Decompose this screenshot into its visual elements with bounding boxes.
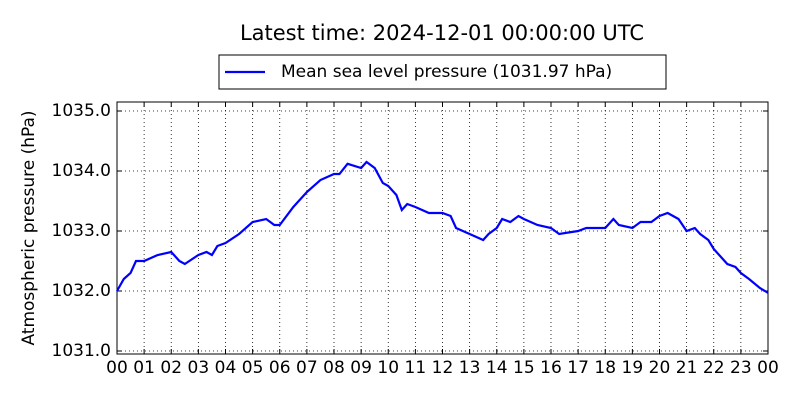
chart-title: Latest time: 2024-12-01 00:00:00 UTC bbox=[240, 21, 644, 45]
x-tick-label: 13 bbox=[459, 358, 481, 378]
y-tick-label: 1034.0 bbox=[52, 161, 111, 181]
x-tick-label: 17 bbox=[567, 358, 589, 378]
x-tick-label: 16 bbox=[540, 358, 562, 378]
x-tick-label: 14 bbox=[486, 358, 508, 378]
x-tick-label: 22 bbox=[703, 358, 725, 378]
x-tick-label: 02 bbox=[160, 358, 182, 378]
x-tick-label: 00 bbox=[106, 358, 128, 378]
x-tick-label: 23 bbox=[730, 358, 752, 378]
x-tick-label: 21 bbox=[676, 358, 698, 378]
x-tick-label: 20 bbox=[649, 358, 671, 378]
legend-label: Mean sea level pressure (1031.97 hPa) bbox=[281, 62, 612, 82]
y-tick-label: 1031.0 bbox=[52, 341, 111, 361]
x-tick-label: 07 bbox=[296, 358, 318, 378]
x-tick-label: 04 bbox=[215, 358, 237, 378]
x-tick-label: 03 bbox=[188, 358, 210, 378]
x-tick-label: 10 bbox=[377, 358, 399, 378]
x-tick-label: 19 bbox=[622, 358, 644, 378]
x-tick-label: 05 bbox=[242, 358, 264, 378]
x-tick-label: 09 bbox=[350, 358, 372, 378]
plot-frame bbox=[116, 101, 769, 355]
x-tick-label: 11 bbox=[405, 358, 427, 378]
series-line bbox=[116, 160, 769, 294]
y-tick-label: 1035.0 bbox=[52, 101, 111, 121]
x-tick-label: 08 bbox=[323, 358, 345, 378]
x-tick-label: 00 bbox=[757, 358, 779, 378]
y-tick-label: 1033.0 bbox=[52, 221, 111, 241]
x-tick-label: 06 bbox=[269, 358, 291, 378]
x-tick-label: 12 bbox=[432, 358, 454, 378]
x-tick-label: 15 bbox=[513, 358, 535, 378]
legend bbox=[218, 54, 667, 90]
y-tick-label: 1032.0 bbox=[52, 281, 111, 301]
x-tick-label: 01 bbox=[133, 358, 155, 378]
y-axis-label: Atmospheric pressure (hPa) bbox=[19, 110, 39, 345]
x-tick-label: 18 bbox=[594, 358, 616, 378]
